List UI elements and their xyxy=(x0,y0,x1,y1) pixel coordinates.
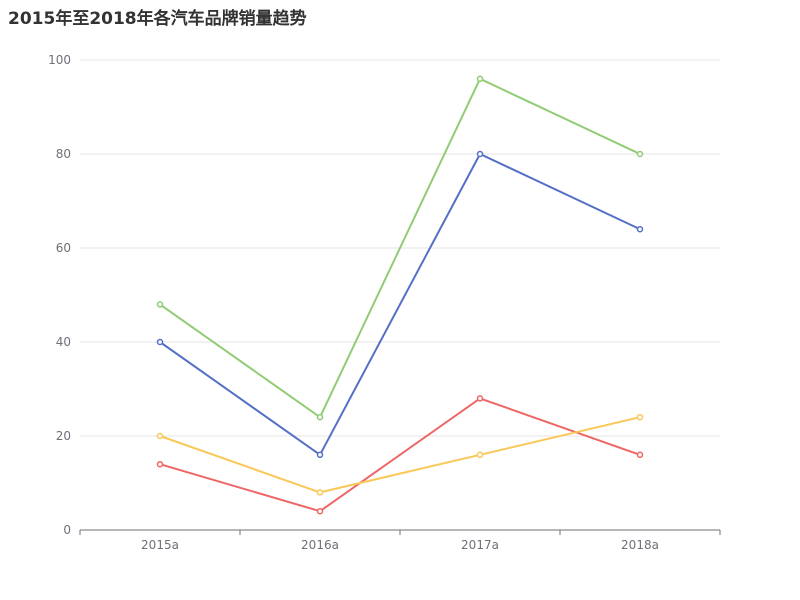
data-point[interactable] xyxy=(636,413,644,421)
x-tick-label: 2016a xyxy=(301,538,339,552)
data-point[interactable] xyxy=(156,460,164,468)
series-line-2 xyxy=(159,153,641,456)
data-point[interactable] xyxy=(636,150,644,158)
data-point[interactable] xyxy=(636,225,644,233)
data-point[interactable] xyxy=(156,432,164,440)
y-tick-label: 0 xyxy=(63,523,71,537)
data-point[interactable] xyxy=(316,451,324,459)
y-tick-label: 60 xyxy=(56,241,71,255)
x-tick-label: 2018a xyxy=(621,538,659,552)
data-point[interactable] xyxy=(156,301,164,308)
data-point[interactable] xyxy=(636,451,644,459)
series-line-1 xyxy=(159,77,641,419)
y-tick-label: 20 xyxy=(56,429,71,443)
data-point[interactable] xyxy=(156,338,164,346)
data-point[interactable] xyxy=(316,489,324,496)
data-point[interactable] xyxy=(476,150,484,158)
data-point[interactable] xyxy=(476,395,484,402)
x-tick-label: 2015a xyxy=(141,538,179,552)
data-point[interactable] xyxy=(316,413,324,421)
data-point[interactable] xyxy=(476,451,484,459)
y-tick-label: 80 xyxy=(56,147,71,161)
data-point[interactable] xyxy=(316,507,324,515)
data-point[interactable] xyxy=(476,75,484,83)
y-tick-label: 100 xyxy=(48,53,71,67)
x-tick-label: 2017a xyxy=(461,538,499,552)
y-tick-label: 40 xyxy=(56,335,71,349)
series-line-4 xyxy=(159,416,641,494)
chart-title: 2015年至2018年各汽车品牌销量趋势 xyxy=(8,9,307,29)
series-line-3 xyxy=(159,397,641,513)
